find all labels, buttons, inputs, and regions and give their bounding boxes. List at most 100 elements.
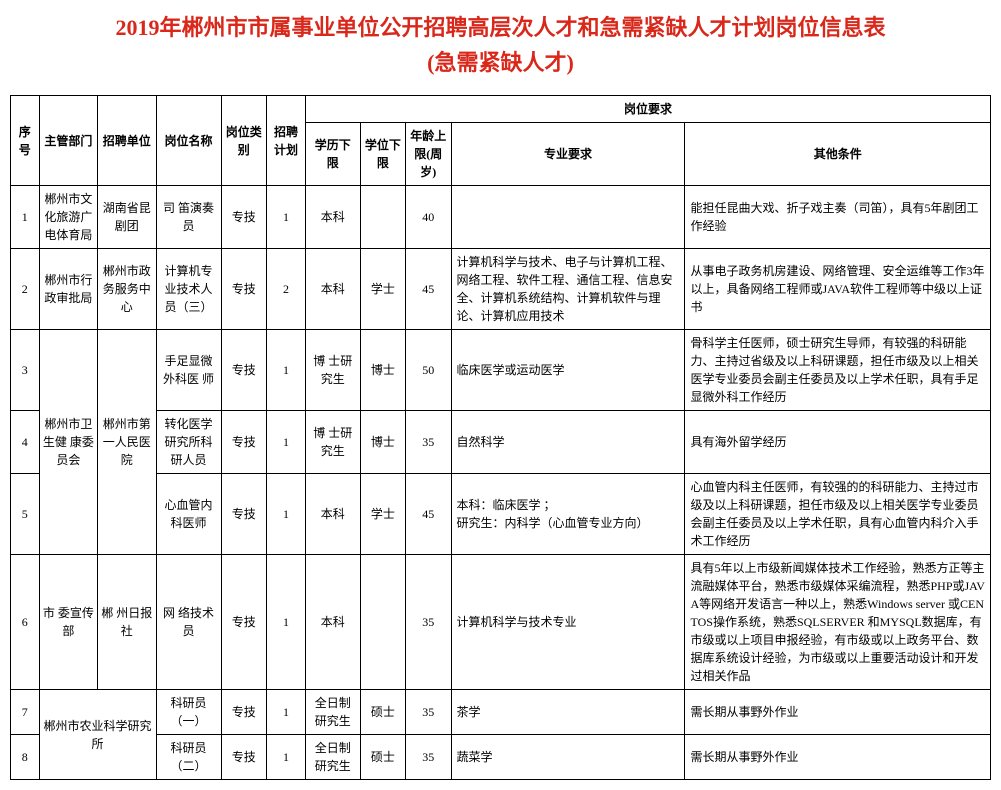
table-row: 5 心血管内科医师 专技 1 本科 学士 45 本科：临床医学 ； 研究生：内科…	[11, 474, 991, 555]
cell-age: 35	[406, 735, 451, 780]
cell-seq: 6	[11, 555, 40, 690]
cell-plan: 1	[267, 690, 306, 735]
cell-degree: 博士	[360, 330, 405, 411]
table-row: 7 郴州市农业科学研究所 科研员（一） 专技 1 全日制研究生 硕士 35 茶学…	[11, 690, 991, 735]
cell-other: 心血管内科主任医师，有较强的的科研能力、主持过市级及以上科研课题，担任市级及以上…	[685, 474, 991, 555]
cell-seq: 3	[11, 330, 40, 411]
header-age: 年龄上限(周岁)	[406, 123, 451, 186]
cell-unit: 郴州市第一人民医院	[98, 330, 156, 555]
cell-seq: 1	[11, 186, 40, 249]
table-row: 8 科研员（二） 专技 1 全日制研究生 硕士 35 蔬菜学 需长期从事野外作业	[11, 735, 991, 780]
cell-type: 专技	[221, 474, 266, 555]
cell-position: 司 笛演奏员	[156, 186, 221, 249]
cell-other: 具有5年以上市级新闻媒体技术工作经验，熟悉方正等主流融媒体平台，熟悉市级媒体采编…	[685, 555, 991, 690]
cell-age: 45	[406, 249, 451, 330]
cell-major: 计算机科学与技术专业	[451, 555, 685, 690]
cell-edu: 全日制研究生	[306, 735, 361, 780]
cell-major	[451, 186, 685, 249]
cell-age: 40	[406, 186, 451, 249]
cell-dept: 郴州市卫 生健 康委员会	[39, 330, 97, 555]
cell-type: 专技	[221, 555, 266, 690]
cell-type: 专技	[221, 249, 266, 330]
cell-major: 蔬菜学	[451, 735, 685, 780]
cell-position: 手足显微外科医 师	[156, 330, 221, 411]
cell-edu: 博 士研究生	[306, 411, 361, 474]
cell-other: 骨科学主任医师，硕士研究生导师，有较强的科研能力、主持过省级及以上科研课题，担任…	[685, 330, 991, 411]
cell-degree	[360, 555, 405, 690]
header-row-1: 序号 主管部门 招聘单位 岗位名称 岗位类别 招聘计划 岗位要求	[11, 96, 991, 123]
cell-edu: 本科	[306, 555, 361, 690]
header-requirements: 岗位要求	[306, 96, 991, 123]
cell-degree	[360, 186, 405, 249]
cell-type: 专技	[221, 735, 266, 780]
title-line1: 2019年郴州市市属事业单位公开招聘高层次人才和急需紧缺人才计划岗位信息表	[115, 15, 885, 40]
cell-dept: 郴州市农业科学研究所	[39, 690, 156, 780]
table-row: 2 郴州市行 政审批局 郴州市政务服务中心 计算机专业技术人员（三） 专技 2 …	[11, 249, 991, 330]
header-dept: 主管部门	[39, 96, 97, 186]
header-degree: 学位下限	[360, 123, 405, 186]
header-edu: 学历下限	[306, 123, 361, 186]
cell-degree: 硕士	[360, 735, 405, 780]
cell-unit: 郴 州日报社	[98, 555, 156, 690]
cell-other: 具有海外留学经历	[685, 411, 991, 474]
cell-dept: 市 委宣传部	[39, 555, 97, 690]
cell-position: 科研员（二）	[156, 735, 221, 780]
cell-major: 茶学	[451, 690, 685, 735]
cell-degree: 学士	[360, 474, 405, 555]
cell-unit: 湖南省昆剧团	[98, 186, 156, 249]
cell-seq: 2	[11, 249, 40, 330]
job-info-table: 序号 主管部门 招聘单位 岗位名称 岗位类别 招聘计划 岗位要求 学历下限 学位…	[10, 95, 991, 780]
cell-position: 心血管内科医师	[156, 474, 221, 555]
cell-type: 专技	[221, 186, 266, 249]
cell-edu: 全日制研究生	[306, 690, 361, 735]
cell-seq: 8	[11, 735, 40, 780]
header-position: 岗位名称	[156, 96, 221, 186]
cell-edu: 本科	[306, 474, 361, 555]
cell-degree: 博士	[360, 411, 405, 474]
cell-plan: 1	[267, 735, 306, 780]
cell-position: 转化医学研究所科研人员	[156, 411, 221, 474]
cell-age: 45	[406, 474, 451, 555]
cell-plan: 1	[267, 330, 306, 411]
document-title: 2019年郴州市市属事业单位公开招聘高层次人才和急需紧缺人才计划岗位信息表 (急…	[10, 10, 991, 80]
cell-age: 35	[406, 411, 451, 474]
cell-other: 需长期从事野外作业	[685, 735, 991, 780]
cell-position: 科研员（一）	[156, 690, 221, 735]
cell-seq: 4	[11, 411, 40, 474]
header-major: 专业要求	[451, 123, 685, 186]
cell-edu: 本科	[306, 249, 361, 330]
header-other: 其他条件	[685, 123, 991, 186]
cell-dept: 郴州市文化旅游广电体育局	[39, 186, 97, 249]
cell-unit: 郴州市政务服务中心	[98, 249, 156, 330]
cell-seq: 7	[11, 690, 40, 735]
header-type: 岗位类别	[221, 96, 266, 186]
cell-major: 临床医学或运动医学	[451, 330, 685, 411]
cell-plan: 2	[267, 249, 306, 330]
cell-position: 网 络技术员	[156, 555, 221, 690]
cell-seq: 5	[11, 474, 40, 555]
cell-major: 自然科学	[451, 411, 685, 474]
cell-other: 需长期从事野外作业	[685, 690, 991, 735]
cell-plan: 1	[267, 555, 306, 690]
table-row: 4 转化医学研究所科研人员 专技 1 博 士研究生 博士 35 自然科学 具有海…	[11, 411, 991, 474]
cell-type: 专技	[221, 690, 266, 735]
cell-degree: 学士	[360, 249, 405, 330]
cell-age: 35	[406, 555, 451, 690]
title-line2: (急需紧缺人才)	[427, 50, 574, 75]
cell-degree: 硕士	[360, 690, 405, 735]
cell-type: 专技	[221, 330, 266, 411]
cell-position: 计算机专业技术人员（三）	[156, 249, 221, 330]
cell-age: 50	[406, 330, 451, 411]
cell-plan: 1	[267, 411, 306, 474]
cell-major: 本科：临床医学 ； 研究生：内科学（心血管专业方向）	[451, 474, 685, 555]
cell-edu: 本科	[306, 186, 361, 249]
cell-other: 能担任昆曲大戏、折子戏主奏（司笛），具有5年剧团工作经验	[685, 186, 991, 249]
table-row: 6 市 委宣传部 郴 州日报社 网 络技术员 专技 1 本科 35 计算机科学与…	[11, 555, 991, 690]
cell-plan: 1	[267, 186, 306, 249]
header-seq: 序号	[11, 96, 40, 186]
cell-type: 专技	[221, 411, 266, 474]
table-row: 3 郴州市卫 生健 康委员会 郴州市第一人民医院 手足显微外科医 师 专技 1 …	[11, 330, 991, 411]
cell-dept: 郴州市行 政审批局	[39, 249, 97, 330]
cell-age: 35	[406, 690, 451, 735]
header-unit: 招聘单位	[98, 96, 156, 186]
